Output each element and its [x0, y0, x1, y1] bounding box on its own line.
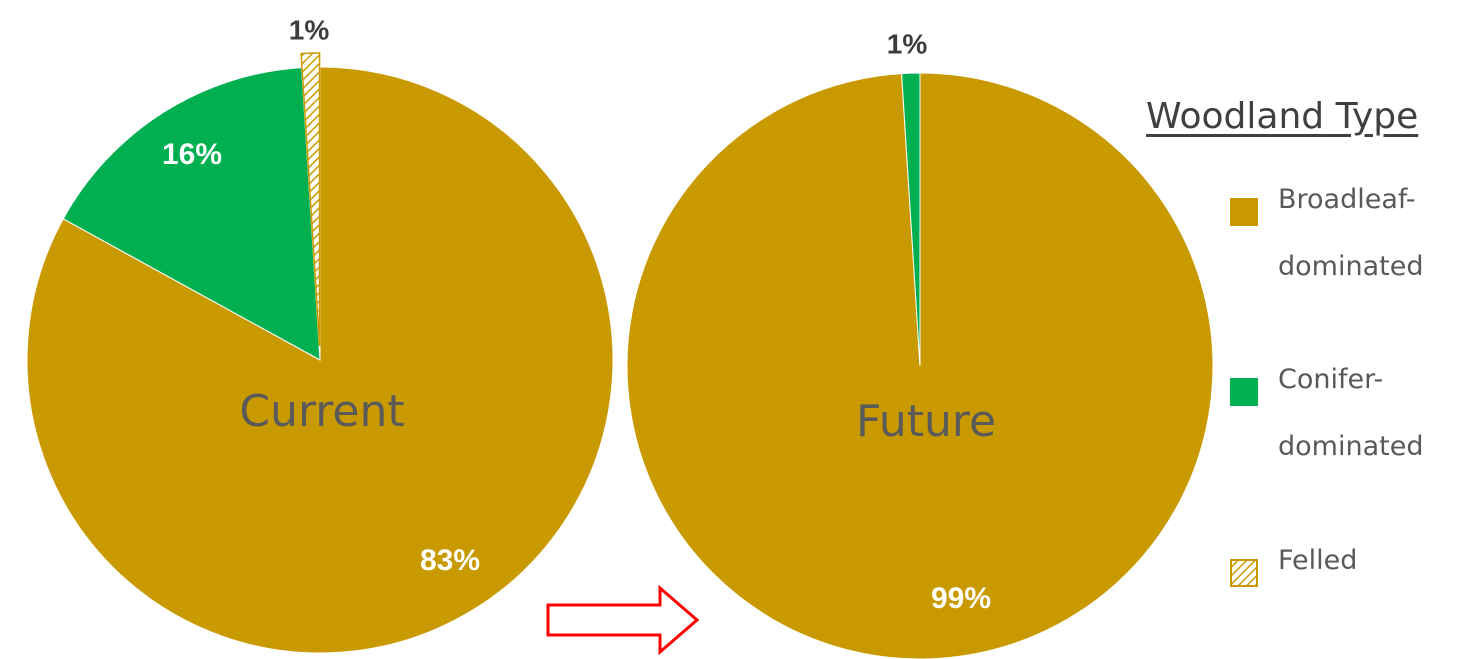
pie-center-label-future: Future	[856, 396, 996, 447]
legend-swatch-conifer	[1230, 378, 1258, 406]
legend-label-broadleaf-line1: Broadleaf-	[1278, 184, 1416, 215]
legend-label-conifer-line2: dominated	[1278, 431, 1424, 462]
transition-arrow	[546, 584, 700, 656]
data-label-current-conifer: 16%	[162, 138, 222, 171]
pie-slice-future-conifer	[901, 72, 921, 367]
data-label-current-felled: 1%	[289, 14, 330, 45]
pie-center-label-current: Current	[239, 386, 404, 437]
legend-label-broadleaf-line2: dominated	[1278, 251, 1424, 282]
pie-chart-current: 83% 16% 1% Current	[26, 14, 614, 654]
pie-slice-current-conifer	[62, 67, 321, 361]
data-label-future-broadleaf: 99%	[931, 582, 991, 615]
legend-label-conifer-line1: Conifer-	[1278, 364, 1384, 395]
data-label-future-conifer: 1%	[887, 28, 928, 59]
legend-label-felled: Felled	[1278, 545, 1358, 576]
legend-swatch-felled	[1230, 559, 1258, 587]
legend-swatch-broadleaf	[1230, 198, 1258, 226]
legend-title: Woodland Type	[1146, 96, 1419, 137]
data-label-current-broadleaf: 83%	[420, 544, 480, 577]
pie-chart-future: 99% 1% Future	[626, 28, 1214, 659]
pie-slice-current-felled	[300, 52, 321, 347]
